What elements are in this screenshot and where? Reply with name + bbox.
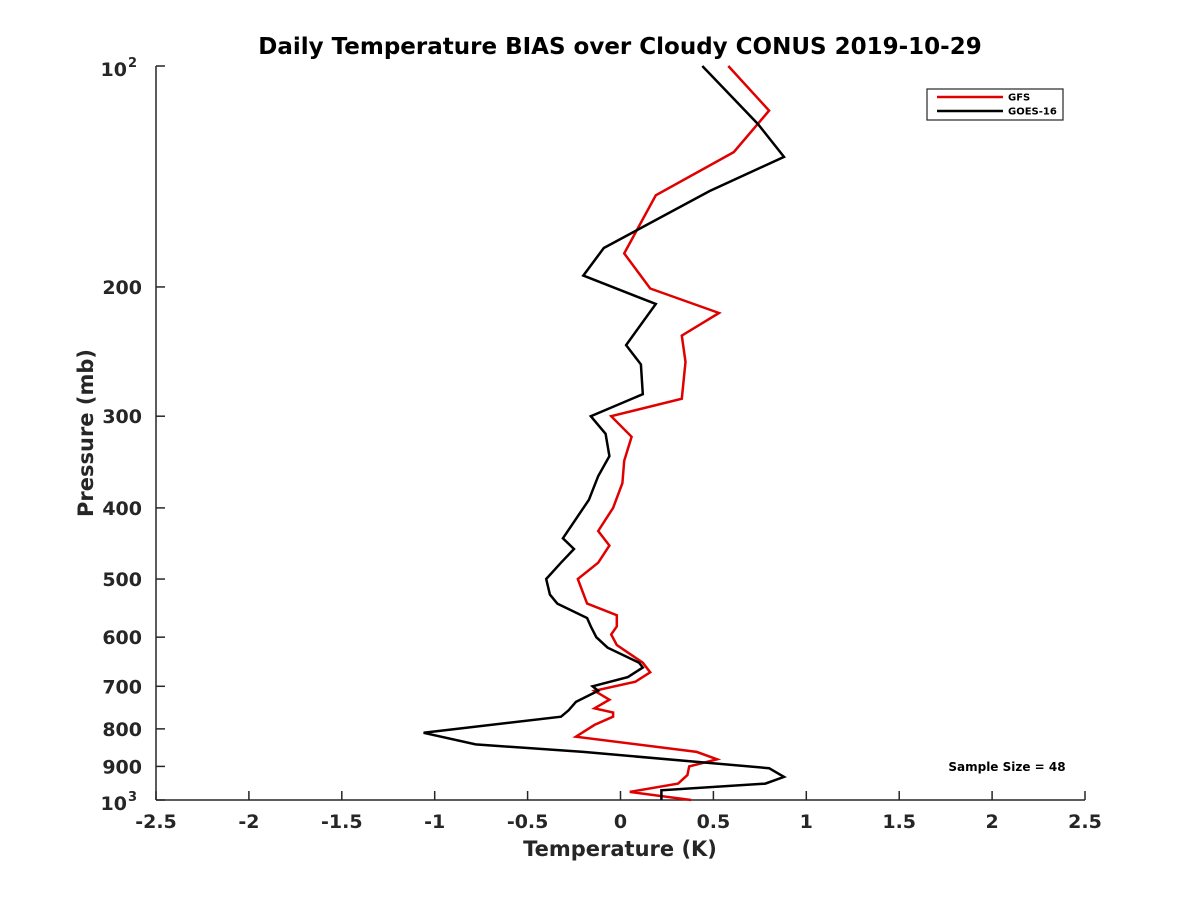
x-tick-label: 2: [985, 811, 998, 833]
series-line-goes-16: [423, 65, 787, 800]
y-tick-label: 400: [102, 498, 142, 520]
x-tick-label: 2.5: [1068, 811, 1102, 833]
y-axis-label: Pressure (mb): [74, 349, 98, 517]
y-tick-label: 300: [102, 406, 142, 428]
series-lines: [423, 65, 787, 802]
x-tick-label: -1.5: [321, 811, 363, 833]
legend-box: [926, 88, 1064, 121]
sample-size-annotation: Sample Size = 48: [948, 760, 1065, 774]
axes: -2.5 -2 -1.5 -1 -0.5 0 0.5 1 1.5 2 2.510 2200300400…: [101, 56, 1102, 833]
legend-label: GOES-16: [1008, 107, 1057, 118]
y-tick-base: 10: [101, 59, 127, 81]
y-tick-exponent: 2: [128, 56, 137, 71]
chart-title: Daily Temperature BIAS over Cloudy CONUS…: [258, 34, 981, 60]
y-tick-label: 900: [102, 756, 142, 778]
x-axis-label: Temperature (K): [523, 837, 717, 861]
y-tick-label: 500: [102, 569, 142, 591]
x-tick-label: -2.5: [135, 811, 177, 833]
x-tick-label: -1: [424, 811, 445, 833]
y-tick-label: 10: [101, 793, 127, 815]
y-tick-label: 800: [102, 719, 142, 741]
x-tick-label: 0.5: [697, 811, 731, 833]
legend-label: GFS: [1008, 93, 1030, 104]
x-tick-label: 1.5: [882, 811, 916, 833]
x-tick-label: 0: [614, 811, 627, 833]
y-tick-label: 700: [102, 676, 142, 698]
y-tick-base: 10: [101, 793, 127, 815]
y-tick-label: 200: [102, 277, 142, 299]
x-tick-label: -2: [238, 811, 259, 833]
legend: GFS GOES-16: [926, 88, 1064, 121]
series-line-gfs: [572, 65, 771, 802]
y-tick-label: 10: [101, 59, 127, 81]
x-tick-label: -0.5: [507, 811, 549, 833]
x-tick-label: 1: [800, 811, 813, 833]
y-tick-exponent: 3: [128, 790, 137, 805]
y-tick-label: 600: [102, 627, 142, 649]
